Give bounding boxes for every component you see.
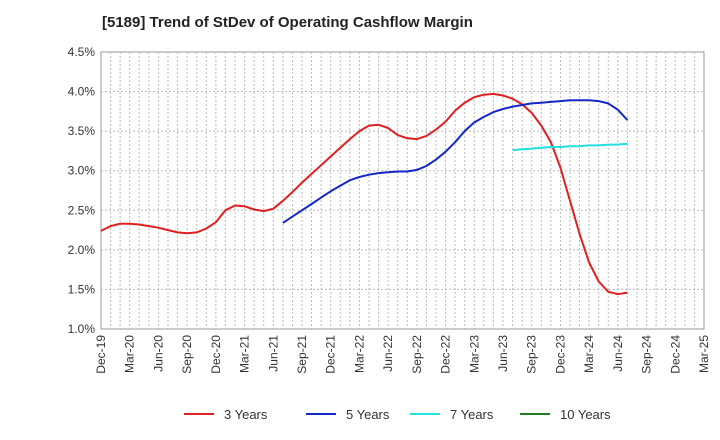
y-tick-label: 2.0% <box>68 243 96 257</box>
x-tick-label: Jun-21 <box>266 335 280 372</box>
x-tick-label: Jun-24 <box>611 335 625 372</box>
legend-label: 7 Years <box>450 407 494 422</box>
chart-title: [5189] Trend of StDev of Operating Cashf… <box>102 14 473 31</box>
y-tick-label: 4.5% <box>68 45 96 59</box>
series-lines <box>100 92 629 296</box>
x-tick-label: Mar-21 <box>238 335 252 373</box>
x-tick-label: Sep-20 <box>180 335 194 374</box>
x-tick-label: Sep-23 <box>525 335 539 374</box>
series-line <box>282 99 629 224</box>
y-tick-label: 1.0% <box>68 322 96 336</box>
x-tick-label: Dec-24 <box>668 335 682 374</box>
y-tick-label: 3.5% <box>68 124 96 138</box>
x-tick-label: Mar-23 <box>467 335 481 373</box>
legend-label: 3 Years <box>224 407 268 422</box>
x-tick-label: Jun-23 <box>496 335 510 372</box>
x-tick-label: Dec-23 <box>553 335 567 374</box>
x-tick-label: Sep-24 <box>640 335 654 374</box>
plot-area <box>100 51 705 330</box>
series-line <box>100 92 628 296</box>
y-tick-label: 4.0% <box>68 85 96 99</box>
x-tick-label: Dec-21 <box>324 335 338 374</box>
axis-labels: 1.0% 1.5% 2.0% 2.5% 3.0% 3.5% 4.0% 4.5% Dec-19 Ma… <box>68 45 711 374</box>
series-line <box>512 142 628 152</box>
y-tick-label: 2.5% <box>68 203 96 217</box>
legend-label: 10 Years <box>560 407 611 422</box>
x-tick-label: Dec-20 <box>209 335 223 374</box>
x-tick-label: Dec-19 <box>94 335 108 374</box>
x-tick-label: Jun-20 <box>151 335 165 372</box>
x-tick-label: Mar-20 <box>123 335 137 373</box>
x-tick-label: Sep-22 <box>410 335 424 374</box>
legend-label: 5 Years <box>346 407 390 422</box>
legend: 3 Years 5 Years 7 Years 10 Years <box>184 407 611 422</box>
x-tick-label: Dec-22 <box>439 335 453 374</box>
x-tick-label: Mar-22 <box>352 335 366 373</box>
y-tick-label: 3.0% <box>68 164 96 178</box>
x-tick-label: Mar-24 <box>582 335 596 373</box>
x-tick-label: Jun-22 <box>381 335 395 372</box>
x-tick-label: Mar-25 <box>697 335 711 373</box>
y-tick-label: 1.5% <box>68 282 96 296</box>
x-tick-label: Sep-21 <box>295 335 309 374</box>
